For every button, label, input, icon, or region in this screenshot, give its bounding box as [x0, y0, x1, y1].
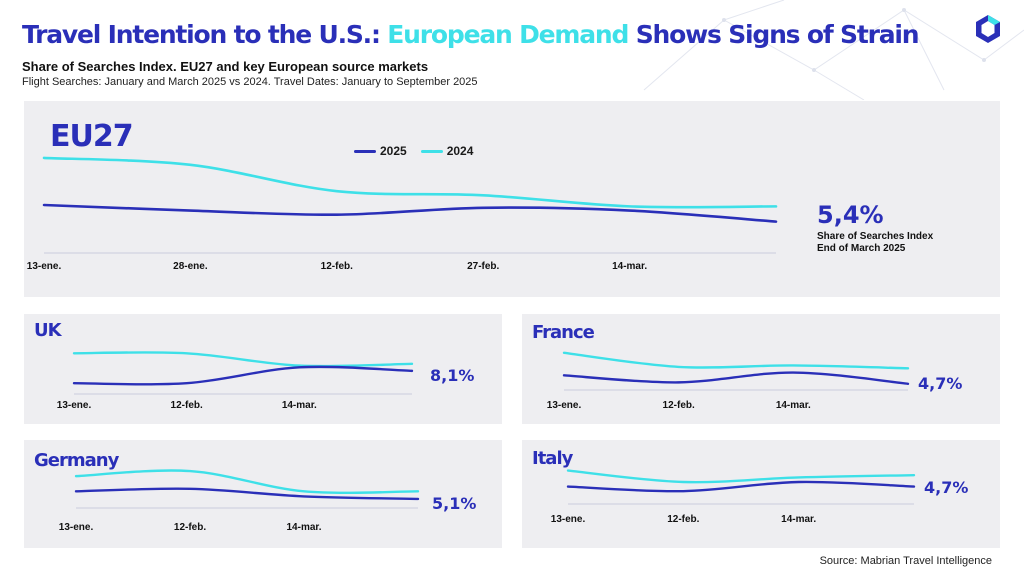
x-tick-label: 14-mar.	[281, 400, 317, 411]
page-description: Flight Searches: January and March 2025 …	[22, 76, 478, 88]
eu27-value-note: Share of Searches Index End of March 202…	[817, 231, 933, 255]
title-part-2: Shows Signs of Strain	[635, 20, 920, 49]
uk-line-chart	[72, 351, 414, 395]
title-highlight: European Demand	[387, 20, 629, 49]
network-background-decoration	[643, 0, 1024, 100]
germany-line-chart	[74, 469, 420, 509]
x-tick-label: 14-mar.	[781, 514, 817, 525]
x-tick-label: 14-mar.	[775, 400, 811, 411]
series-line-2024	[74, 469, 420, 495]
x-tick-label: 14-mar.	[286, 522, 322, 533]
x-tick-label: 14-mar.	[612, 261, 648, 272]
series-line-2024	[42, 156, 778, 209]
x-tick-label: 13-ene.	[546, 400, 582, 411]
hexagon-logo-icon	[976, 15, 1000, 43]
x-tick-label: 28-ene.	[173, 261, 208, 272]
x-tick-label: 13-ene.	[56, 400, 92, 411]
page-subtitle: Share of Searches Index. EU27 and key Eu…	[22, 59, 429, 74]
legend-swatch-2025	[354, 149, 376, 153]
series-line-2025	[42, 203, 778, 223]
france-panel-title: France	[532, 322, 595, 343]
x-tick-label: 12-feb.	[320, 261, 353, 272]
series-line-2024	[562, 351, 910, 370]
legend-swatch-2024	[420, 149, 443, 153]
series-line-2024	[566, 469, 916, 484]
value-note-line-1: Share of Searches Index	[817, 231, 934, 242]
series-line-2024	[72, 351, 414, 368]
x-tick-label: 12-feb.	[667, 514, 700, 525]
series-line-2025	[74, 487, 420, 501]
source-note: Source: Mabrian Travel Intelligence	[819, 555, 992, 567]
uk-value-label: 8,1%	[430, 366, 475, 385]
x-tick-label: 12-feb.	[662, 400, 695, 411]
x-tick-label: 12-feb.	[173, 522, 207, 533]
legend-label-2025: 2025	[380, 144, 407, 158]
italy-panel-title: Italy	[532, 448, 573, 469]
germany-chart-panel: Germany 5,1% 13-ene. 12-feb. 14-mar.	[24, 440, 502, 548]
italy-line-chart	[566, 469, 916, 505]
legend-item-2024: 2024	[420, 144, 474, 158]
series-line-2025	[72, 365, 414, 386]
germany-value-label: 5,1%	[432, 494, 477, 513]
legend-label-2024: 2024	[446, 144, 474, 158]
eu27-line-chart	[42, 156, 778, 254]
title-part-1: Travel Intention to the U.S.:	[22, 20, 381, 49]
series-line-2025	[562, 371, 910, 385]
italy-value-label: 4,7%	[924, 478, 969, 497]
x-tick-label: 13-ene.	[58, 522, 94, 533]
italy-chart-panel: Italy 4,7% 13-ene. 12-feb. 14-mar.	[522, 440, 1000, 548]
page-title: Travel Intention to the U.S.: European D…	[22, 20, 920, 49]
eu27-chart-panel: EU27 2025 2024 5,4% Share of Searches In…	[24, 101, 1000, 297]
legend-item-2025: 2025	[354, 144, 407, 158]
france-chart-panel: France 4,7% 13-ene. 12-feb. 14-mar.	[522, 314, 1000, 424]
france-line-chart	[562, 351, 910, 391]
x-tick-label: 13-ene.	[550, 514, 586, 525]
x-tick-label: 13-ene.	[26, 261, 62, 272]
series-line-2025	[566, 480, 916, 493]
uk-chart-panel: UK 8,1% 13-ene. 12-feb. 14-mar.	[24, 314, 502, 424]
france-value-label: 4,7%	[918, 374, 963, 393]
eu27-legend: 2025 2024	[354, 144, 481, 158]
x-tick-label: 12-feb.	[170, 400, 203, 411]
eu27-value-label: 5,4%	[817, 201, 884, 229]
eu27-panel-title: EU27	[50, 119, 134, 154]
x-tick-label: 27-feb.	[467, 261, 500, 272]
uk-panel-title: UK	[34, 320, 62, 341]
value-note-line-2: End of March 2025	[817, 243, 906, 254]
germany-panel-title: Germany	[34, 450, 119, 471]
